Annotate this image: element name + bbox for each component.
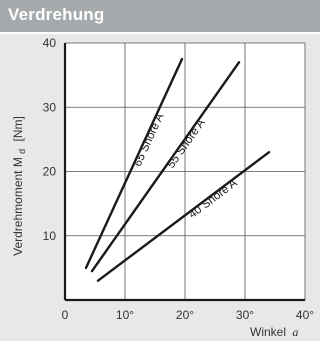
y-axis-label-subscript: d (17, 149, 27, 154)
x-tick-label-2: 20° (176, 308, 194, 322)
series-line-1 (90, 61, 241, 273)
series-line-2 (96, 151, 271, 282)
tick-labels: 0 10° 20° 30° 40° 10 20 30 40 (43, 36, 315, 322)
x-tick-label-0: 0 (62, 308, 69, 322)
header-divider (0, 32, 320, 34)
grid (65, 42, 306, 300)
y-tick-label-0: 10 (43, 229, 57, 243)
y-tick-label-2: 30 (43, 100, 57, 114)
axes (63, 43, 305, 302)
series-line-0 (84, 57, 184, 270)
x-tick-label-1: 10° (116, 308, 134, 322)
y-axis-label-text: Verdrehmoment M (11, 157, 25, 256)
y-axis-label-unit: [Nm] (11, 116, 25, 141)
x-axis-label-text: Winkel (250, 325, 286, 339)
x-axis-label: Winkel a (250, 325, 298, 339)
y-axis-label: Verdrehmoment M d [Nm] (11, 116, 28, 256)
y-tick-label-3: 40 (43, 36, 57, 50)
x-axis-label-symbol: a (292, 325, 298, 339)
header-bar: Verdrehung (0, 0, 320, 32)
page-title: Verdrehung (8, 5, 105, 24)
x-tick-label-3: 30° (236, 308, 254, 322)
x-tick-label-4: 40° (296, 308, 314, 322)
y-tick-label-1: 20 (43, 165, 57, 179)
